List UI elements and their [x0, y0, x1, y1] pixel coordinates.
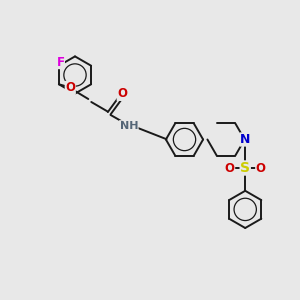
Text: NH: NH: [119, 121, 138, 131]
Text: F: F: [56, 56, 64, 69]
Text: S: S: [240, 161, 250, 175]
Text: N: N: [240, 133, 250, 146]
Text: O: O: [117, 87, 127, 101]
Text: O: O: [65, 81, 75, 94]
Text: O: O: [256, 161, 266, 175]
Text: O: O: [225, 161, 235, 175]
